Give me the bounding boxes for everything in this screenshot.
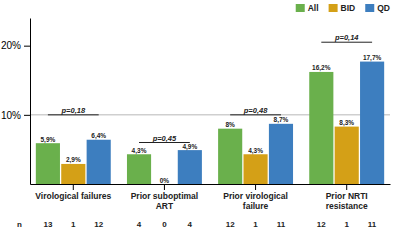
count: 4 <box>137 220 142 229</box>
x-tick: Virological failures <box>35 184 111 201</box>
count: 1 <box>344 220 349 229</box>
legend-label: BID <box>341 3 356 13</box>
x-tick-label-line: Prior virological <box>223 191 288 201</box>
bar <box>360 62 384 184</box>
plot: 5,9% 4,3% 8% 16,2% 2,9% 0% 4,3% 8,3% 6,4% 4,9% 8,7… <box>1 19 391 229</box>
bar <box>36 143 60 184</box>
bar <box>269 124 293 184</box>
p-value: p=0,45 <box>152 134 177 143</box>
x-tick: Prior suboptimalART <box>131 184 199 211</box>
x-tick: Prior NRTIresistance <box>326 184 368 211</box>
bar-series <box>87 62 385 184</box>
bar <box>178 150 202 184</box>
x-tick-label: Prior NRTIresistance <box>326 191 368 211</box>
count: 11 <box>277 220 286 229</box>
p-value: p=0,48 <box>243 106 268 115</box>
y-axis-line <box>30 19 31 185</box>
count: 12 <box>226 220 235 229</box>
x-tick-label-line: failure <box>243 201 269 211</box>
x-tick-label-line: resistance <box>326 201 368 211</box>
legend-item: BID <box>329 3 356 13</box>
chart: 5,9% 4,3% 8% 16,2% 2,9% 0% 4,3% 8,3% 6,4% 4,9% 8,7… <box>0 0 398 238</box>
count: 4 <box>188 220 193 229</box>
legend-item: All <box>296 3 319 13</box>
data-label: 4,3% <box>132 147 147 155</box>
bar <box>152 184 176 185</box>
x-tick-label-line: ART <box>156 201 174 211</box>
data-label: 16,2% <box>312 64 331 72</box>
data-label: 8% <box>225 121 235 128</box>
x-axis-line <box>31 184 391 185</box>
x-axis: Virological failuresPrior suboptimalARTP… <box>31 184 391 211</box>
bar <box>244 154 268 184</box>
x-tick: Prior virologicalfailure <box>223 184 288 211</box>
y-tick-label: 10% <box>1 110 21 121</box>
data-label: 0% <box>160 177 170 184</box>
legend-label: All <box>308 3 319 13</box>
x-tick-label: Prior virologicalfailure <box>223 191 288 211</box>
data-label: 2,9% <box>66 156 81 164</box>
data-label: 6,4% <box>91 132 106 140</box>
bar <box>61 164 85 184</box>
legend-label: QD <box>377 3 390 13</box>
x-tick-mark <box>255 184 256 190</box>
x-tick-label: Virological failures <box>35 191 111 201</box>
counts-label: n <box>17 220 22 229</box>
bar <box>218 129 242 184</box>
y-tick: 20% <box>1 40 30 51</box>
data-label: 8,3% <box>339 119 354 127</box>
labels: 5,9% 4,3% 8% 16,2% 2,9% 0% 4,3% 8,3% 6,4% 4,9% 8,7… <box>17 33 381 228</box>
data-label: 4,9% <box>182 143 197 151</box>
data-label: 4,3% <box>248 147 263 155</box>
y-tick-mark <box>24 115 30 116</box>
y-tick: 10% <box>1 110 30 121</box>
x-tick-label-line: Virological failures <box>35 191 111 201</box>
y-tick-mark <box>24 46 30 47</box>
count: 11 <box>368 220 377 229</box>
count: 12 <box>94 220 103 229</box>
x-tick-label-line: Prior NRTI <box>326 191 368 201</box>
y-axis: 10% 20% <box>1 19 31 185</box>
bar <box>335 127 359 184</box>
legend-swatch <box>365 4 374 12</box>
data-label: 8,7% <box>274 116 289 124</box>
x-tick-label-line: Prior suboptimal <box>131 191 199 201</box>
data-label: 17,7% <box>363 54 382 62</box>
count: 1 <box>253 220 258 229</box>
data-label: 5,9% <box>40 136 55 144</box>
legend-swatch <box>329 4 338 12</box>
legend: All BID QD <box>296 3 390 13</box>
bar-series <box>36 72 334 184</box>
count: 13 <box>43 220 52 229</box>
x-tick-mark <box>346 184 347 190</box>
bar <box>127 154 151 184</box>
x-tick-label: Prior suboptimalART <box>131 191 199 211</box>
bar <box>87 140 111 184</box>
bar <box>309 72 333 184</box>
count: 0 <box>162 220 167 229</box>
y-tick-label: 20% <box>1 40 21 51</box>
count: 12 <box>317 220 326 229</box>
count: 1 <box>71 220 76 229</box>
p-value: p=0,14 <box>334 33 359 42</box>
x-tick-mark <box>164 184 165 190</box>
legend-swatch <box>296 4 305 12</box>
p-value: p=0,18 <box>61 106 86 115</box>
bar-series <box>61 127 359 184</box>
x-tick-mark <box>73 184 74 190</box>
legend-item: QD <box>365 3 390 13</box>
marks <box>30 42 390 184</box>
